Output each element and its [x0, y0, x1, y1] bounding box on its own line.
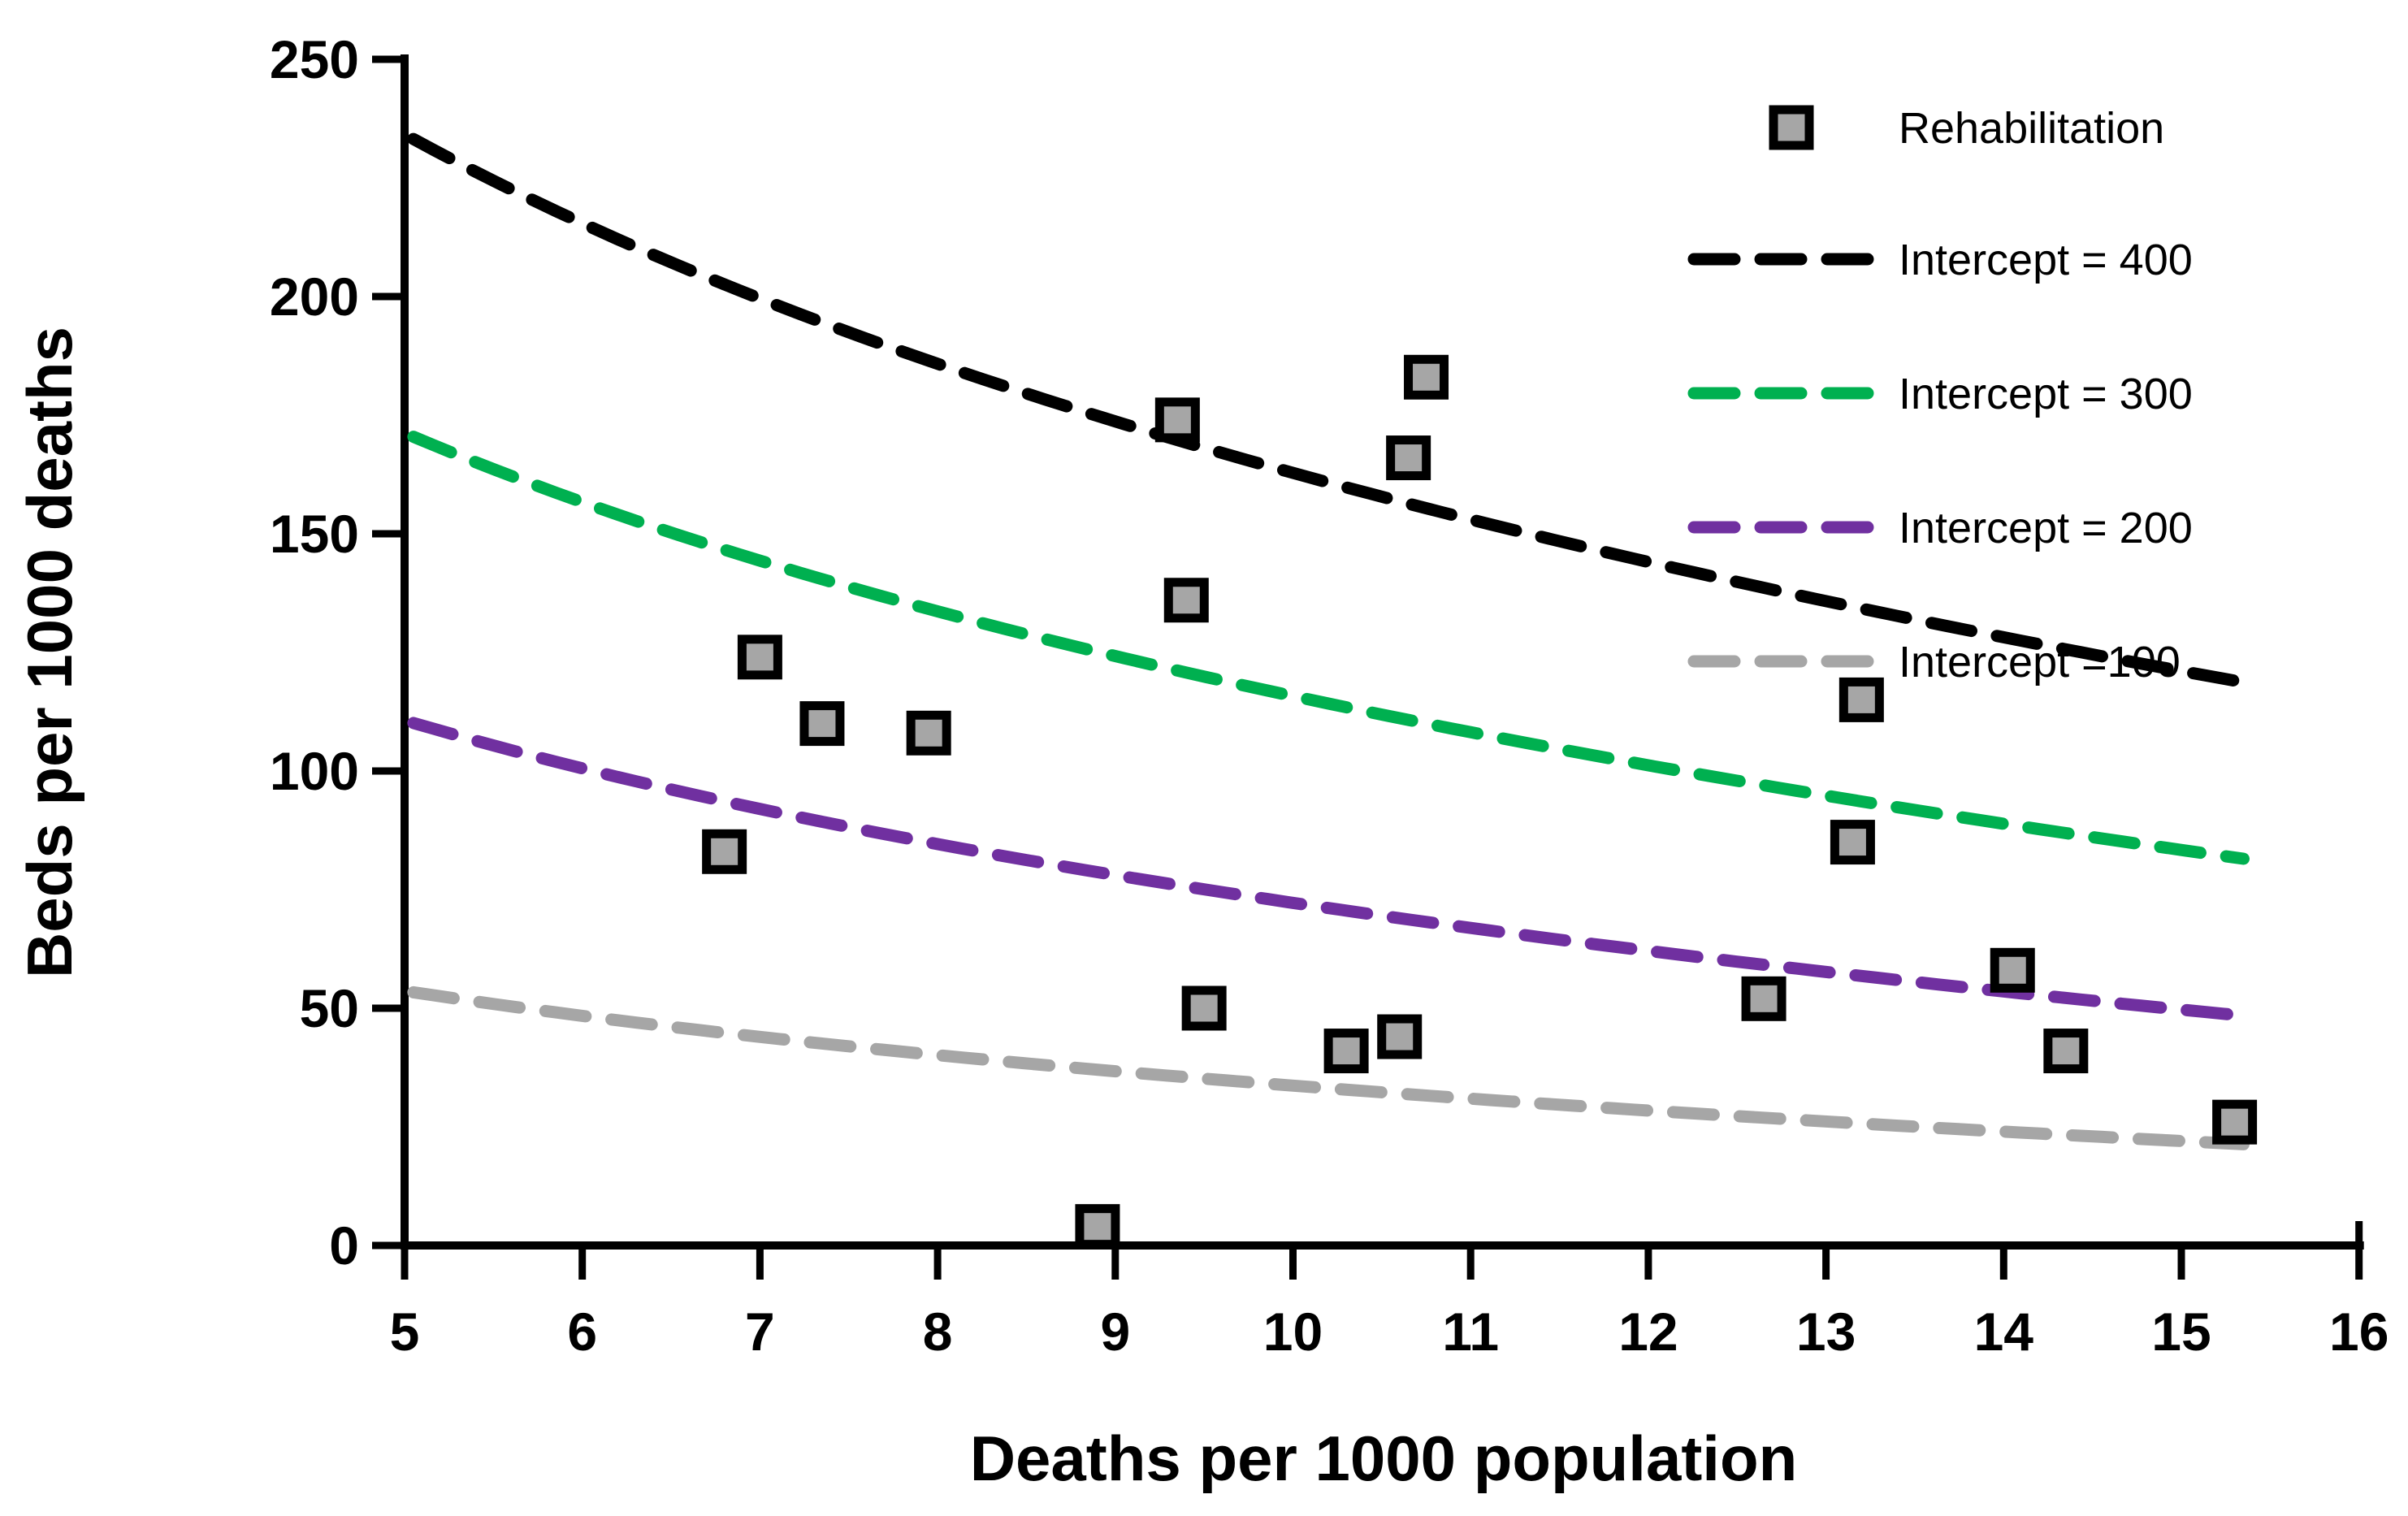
y-tick-label: 150	[270, 504, 359, 564]
x-tick-label: 9	[1100, 1302, 1130, 1362]
x-tick-label: 7	[745, 1302, 775, 1362]
legend-item-intercept-100: Intercept =100	[1687, 638, 2181, 687]
curve-series	[407, 132, 2250, 1150]
scatter-point	[1386, 435, 1431, 481]
legend-item-label: Intercept = 300	[1899, 370, 2193, 418]
scatter-point	[2212, 1099, 2258, 1145]
x-tick-label: 5	[390, 1302, 420, 1362]
x-tick-label: 13	[1796, 1302, 1856, 1362]
y-tick-label: 0	[329, 1215, 359, 1276]
y-tick-label: 50	[300, 978, 359, 1038]
legend-item-rehabilitation: Rehabilitation	[1769, 104, 2164, 153]
scatter-point	[1075, 1204, 1120, 1250]
y-tick-label: 250	[270, 29, 359, 89]
y-axis-title: Beds per 1000 deaths	[14, 327, 85, 978]
scatter-point	[1154, 397, 1200, 443]
scatter-point	[1741, 976, 1787, 1021]
x-tick-label: 8	[923, 1302, 953, 1362]
scatter-point	[1181, 985, 1227, 1031]
legend-item-label: Intercept = 200	[1899, 504, 2193, 552]
axes: 0 50 100 150 200 250 5 6 7 8 9 10 11 12 13 14 15 16	[270, 29, 2389, 1362]
x-tick-label: 16	[2329, 1302, 2389, 1362]
scatter-point	[1163, 578, 1209, 623]
legend-item-intercept-300: Intercept = 300	[1687, 370, 2193, 418]
scatter-point	[2043, 1029, 2089, 1074]
legend: Rehabilitation Intercept = 400 Intercept =…	[1687, 104, 2193, 687]
x-tick-label: 10	[1263, 1302, 1323, 1362]
legend-item-label: Rehabilitation	[1899, 104, 2164, 153]
scatter-series	[702, 354, 2258, 1250]
scatter-point	[702, 829, 747, 874]
x-tick-label: 12	[1618, 1302, 1678, 1362]
scatter-point	[799, 701, 845, 747]
curve-intercept-100	[407, 985, 2250, 1150]
scatter-point	[1830, 820, 1875, 865]
curve-intercept-200	[407, 717, 2250, 1022]
scatter-point	[1323, 1029, 1369, 1074]
scatter-point	[737, 635, 782, 680]
curve-intercept-300	[407, 431, 2250, 865]
legend-item-intercept-400: Intercept = 400	[1687, 236, 2193, 284]
scatter-point	[1404, 354, 1449, 400]
legend-item-label: Intercept = 400	[1899, 236, 2193, 284]
y-tick-label: 200	[270, 266, 359, 327]
scatter-point	[1990, 947, 2035, 993]
legend-marker-icon	[1769, 105, 1814, 150]
scatter-point	[1838, 677, 1884, 722]
x-tick-label: 6	[567, 1302, 597, 1362]
x-tick-label: 11	[1442, 1302, 1499, 1362]
curve-intercept-400	[407, 132, 2250, 689]
legend-item-label: Intercept =100	[1899, 638, 2181, 687]
x-tick-label: 14	[1974, 1302, 2034, 1362]
scatter-point	[906, 710, 951, 756]
legend-item-intercept-200: Intercept = 200	[1687, 504, 2193, 552]
y-tick-label: 100	[270, 741, 359, 801]
scatter-point	[1377, 1014, 1423, 1059]
x-tick-label: 15	[2151, 1302, 2211, 1362]
x-axis-title: Deaths per 1000 population	[970, 1423, 1798, 1494]
